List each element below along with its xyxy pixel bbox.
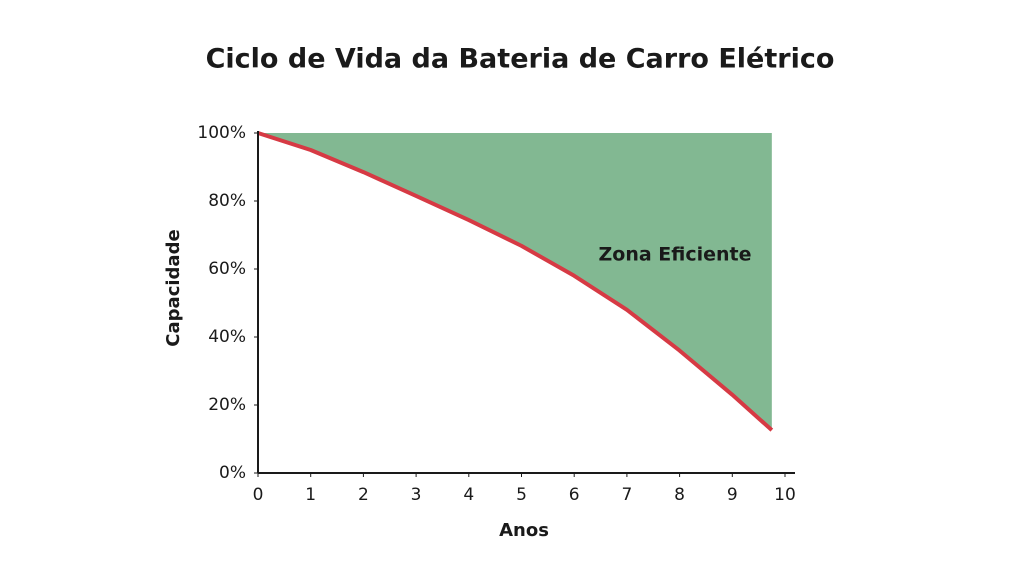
x-tick-label: 7 <box>621 485 632 505</box>
y-tick-label: 0% <box>219 463 246 483</box>
efficient-zone <box>258 133 772 431</box>
y-tick-label: 100% <box>197 123 246 143</box>
y-tick-label: 20% <box>208 395 246 415</box>
x-tick-label: 2 <box>358 485 369 505</box>
x-tick-label: 10 <box>774 485 796 505</box>
y-axis-label: Capacidade <box>163 229 184 346</box>
x-tick-label: 3 <box>411 485 422 505</box>
y-tick-label: 80% <box>208 191 246 211</box>
annotation: Zona Eficiente <box>598 244 751 266</box>
x-tick-label: 4 <box>463 485 474 505</box>
y-tick-label: 40% <box>208 327 246 347</box>
x-tick-label: 0 <box>253 485 264 505</box>
x-tick-label: 8 <box>674 485 685 505</box>
chart-title: Ciclo de Vida da Bateria de Carro Elétri… <box>206 44 835 75</box>
x-tick-label: 1 <box>305 485 316 505</box>
y-tick-label: 60% <box>208 259 246 279</box>
x-tick-label: 5 <box>516 485 527 505</box>
x-tick-label: 9 <box>727 485 738 505</box>
x-axis-label: Anos <box>499 520 549 541</box>
x-tick-label: 6 <box>569 485 580 505</box>
capacity-line <box>257 131 774 432</box>
